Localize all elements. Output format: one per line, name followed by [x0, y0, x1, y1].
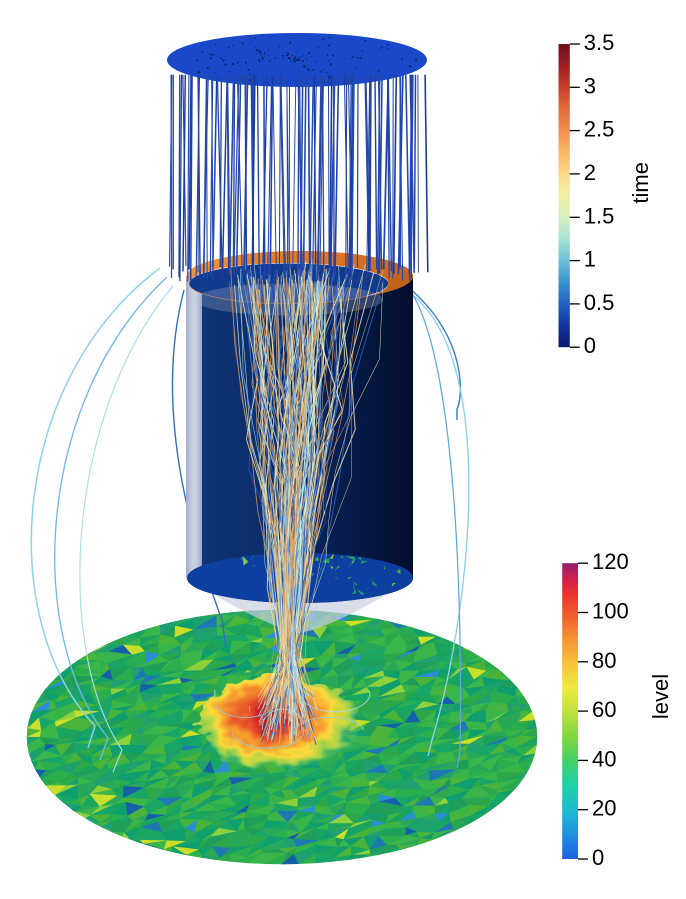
svg-text:time: time	[628, 162, 653, 204]
svg-text:60: 60	[592, 697, 616, 722]
svg-text:2: 2	[584, 160, 596, 185]
svg-text:3: 3	[584, 73, 596, 98]
svg-text:120: 120	[592, 549, 629, 574]
svg-text:0.5: 0.5	[584, 290, 615, 315]
svg-text:20: 20	[592, 796, 616, 821]
svg-text:80: 80	[592, 648, 616, 673]
svg-text:2.5: 2.5	[584, 117, 615, 142]
svg-text:level: level	[648, 674, 673, 719]
svg-text:0: 0	[592, 845, 604, 870]
svg-text:40: 40	[592, 746, 616, 771]
svg-text:3.5: 3.5	[584, 30, 615, 55]
svg-text:1.5: 1.5	[584, 203, 615, 228]
svg-text:100: 100	[592, 599, 629, 624]
svg-text:0: 0	[584, 333, 596, 358]
svg-text:1: 1	[584, 247, 596, 272]
